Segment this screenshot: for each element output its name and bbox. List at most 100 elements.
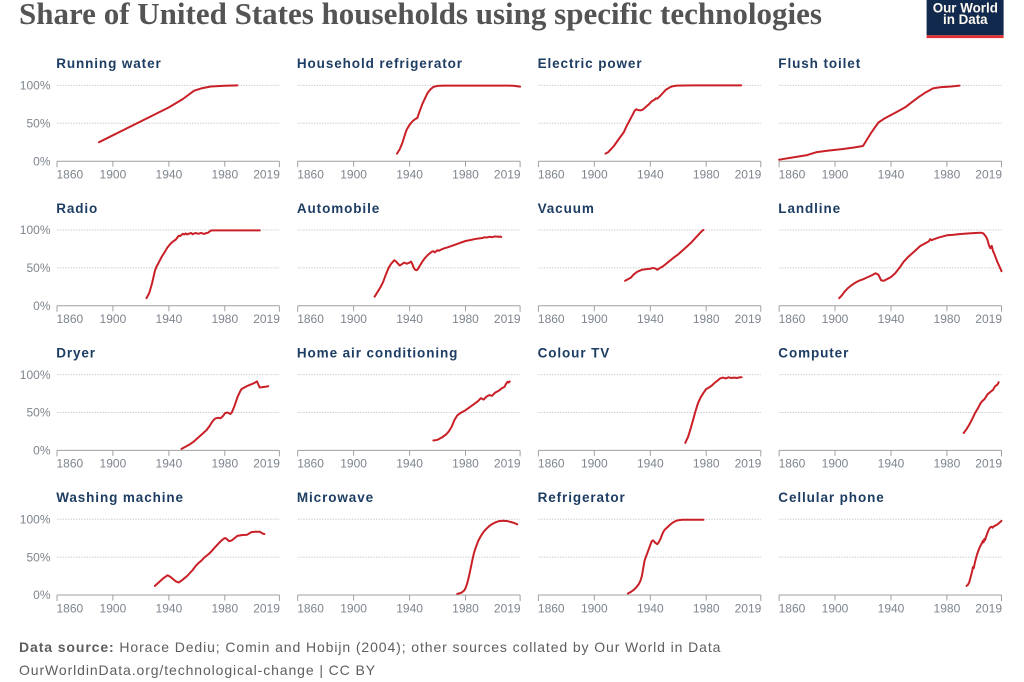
svg-text:50%: 50% [26, 261, 50, 275]
svg-text:2019: 2019 [975, 168, 1002, 182]
svg-text:1980: 1980 [693, 601, 720, 615]
svg-text:1900: 1900 [581, 601, 608, 615]
svg-text:1940: 1940 [156, 168, 183, 182]
svg-text:1860: 1860 [538, 312, 565, 326]
svg-text:1980: 1980 [934, 168, 961, 182]
svg-text:Washing machine: Washing machine [56, 490, 184, 505]
svg-text:1980: 1980 [211, 312, 238, 326]
svg-text:1900: 1900 [822, 312, 849, 326]
svg-text:50%: 50% [26, 117, 50, 131]
svg-text:1940: 1940 [396, 312, 423, 326]
svg-text:1860: 1860 [538, 168, 565, 182]
svg-text:2019: 2019 [253, 601, 280, 615]
svg-text:2019: 2019 [253, 168, 280, 182]
svg-text:1980: 1980 [693, 457, 720, 471]
svg-text:1860: 1860 [297, 457, 324, 471]
svg-text:1860: 1860 [779, 312, 806, 326]
svg-text:1980: 1980 [211, 457, 238, 471]
svg-text:1980: 1980 [211, 168, 238, 182]
svg-text:2019: 2019 [494, 601, 521, 615]
svg-text:0%: 0% [33, 299, 51, 313]
svg-text:1940: 1940 [878, 601, 905, 615]
svg-text:Radio: Radio [56, 201, 98, 216]
svg-text:2019: 2019 [735, 457, 762, 471]
svg-text:1900: 1900 [340, 168, 367, 182]
svg-text:1860: 1860 [538, 601, 565, 615]
svg-text:1900: 1900 [100, 457, 127, 471]
svg-text:1900: 1900 [100, 312, 127, 326]
svg-text:2019: 2019 [494, 312, 521, 326]
svg-text:1940: 1940 [878, 457, 905, 471]
svg-text:1940: 1940 [637, 168, 664, 182]
svg-text:Colour TV: Colour TV [538, 345, 611, 360]
svg-text:1860: 1860 [297, 601, 324, 615]
svg-text:1940: 1940 [156, 457, 183, 471]
svg-text:1940: 1940 [156, 601, 183, 615]
svg-text:Household refrigerator: Household refrigerator [297, 56, 463, 71]
svg-text:1860: 1860 [57, 168, 84, 182]
svg-text:1860: 1860 [779, 601, 806, 615]
svg-text:Flush toilet: Flush toilet [778, 56, 861, 71]
svg-text:0%: 0% [33, 154, 51, 168]
svg-text:1900: 1900 [100, 601, 127, 615]
svg-text:Home air conditioning: Home air conditioning [297, 345, 458, 360]
svg-text:1980: 1980 [934, 312, 961, 326]
svg-text:1940: 1940 [637, 457, 664, 471]
svg-text:1900: 1900 [581, 457, 608, 471]
svg-text:2019: 2019 [494, 168, 521, 182]
svg-text:1980: 1980 [452, 312, 479, 326]
svg-text:1980: 1980 [693, 312, 720, 326]
svg-text:2019: 2019 [253, 457, 280, 471]
svg-text:1900: 1900 [100, 168, 127, 182]
svg-text:2019: 2019 [975, 457, 1002, 471]
svg-text:1900: 1900 [340, 601, 367, 615]
svg-text:Automobile: Automobile [297, 201, 380, 216]
svg-text:Microwave: Microwave [297, 490, 374, 505]
svg-text:100%: 100% [20, 79, 51, 93]
svg-text:Refrigerator: Refrigerator [538, 490, 626, 505]
svg-text:in Data: in Data [943, 12, 988, 27]
svg-text:2019: 2019 [975, 601, 1002, 615]
svg-text:100%: 100% [20, 368, 51, 382]
svg-text:100%: 100% [20, 223, 51, 237]
svg-text:100%: 100% [20, 512, 51, 526]
svg-text:2019: 2019 [735, 168, 762, 182]
svg-text:Electric power: Electric power [538, 56, 643, 71]
svg-text:1900: 1900 [340, 457, 367, 471]
svg-text:50%: 50% [26, 406, 50, 420]
svg-text:1900: 1900 [822, 601, 849, 615]
svg-text:1900: 1900 [581, 168, 608, 182]
svg-text:1940: 1940 [878, 168, 905, 182]
svg-text:1860: 1860 [57, 601, 84, 615]
svg-text:1860: 1860 [538, 457, 565, 471]
svg-text:1940: 1940 [156, 312, 183, 326]
svg-text:2019: 2019 [735, 601, 762, 615]
svg-text:1860: 1860 [57, 312, 84, 326]
svg-text:Cellular phone: Cellular phone [778, 490, 884, 505]
svg-text:1980: 1980 [211, 601, 238, 615]
svg-text:Computer: Computer [778, 345, 849, 360]
svg-text:1900: 1900 [822, 168, 849, 182]
svg-text:1900: 1900 [581, 312, 608, 326]
svg-text:1940: 1940 [396, 457, 423, 471]
svg-text:1980: 1980 [934, 457, 961, 471]
svg-text:1980: 1980 [693, 168, 720, 182]
svg-text:Dryer: Dryer [56, 345, 96, 360]
svg-text:1980: 1980 [934, 601, 961, 615]
svg-text:1940: 1940 [396, 601, 423, 615]
svg-text:2019: 2019 [494, 457, 521, 471]
svg-text:Our World: Our World [933, 1, 998, 16]
svg-text:1900: 1900 [822, 457, 849, 471]
svg-text:1900: 1900 [340, 312, 367, 326]
svg-text:0%: 0% [33, 444, 51, 458]
svg-text:0%: 0% [33, 588, 51, 602]
svg-text:Vacuum: Vacuum [538, 201, 595, 216]
svg-text:1860: 1860 [57, 457, 84, 471]
svg-text:1940: 1940 [396, 168, 423, 182]
svg-text:2019: 2019 [975, 312, 1002, 326]
svg-text:1860: 1860 [779, 457, 806, 471]
svg-text:1980: 1980 [452, 457, 479, 471]
svg-text:2019: 2019 [735, 312, 762, 326]
svg-text:1940: 1940 [637, 601, 664, 615]
svg-text:Running water: Running water [56, 56, 161, 71]
